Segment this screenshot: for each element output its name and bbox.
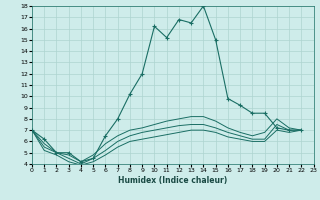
X-axis label: Humidex (Indice chaleur): Humidex (Indice chaleur) bbox=[118, 176, 228, 185]
